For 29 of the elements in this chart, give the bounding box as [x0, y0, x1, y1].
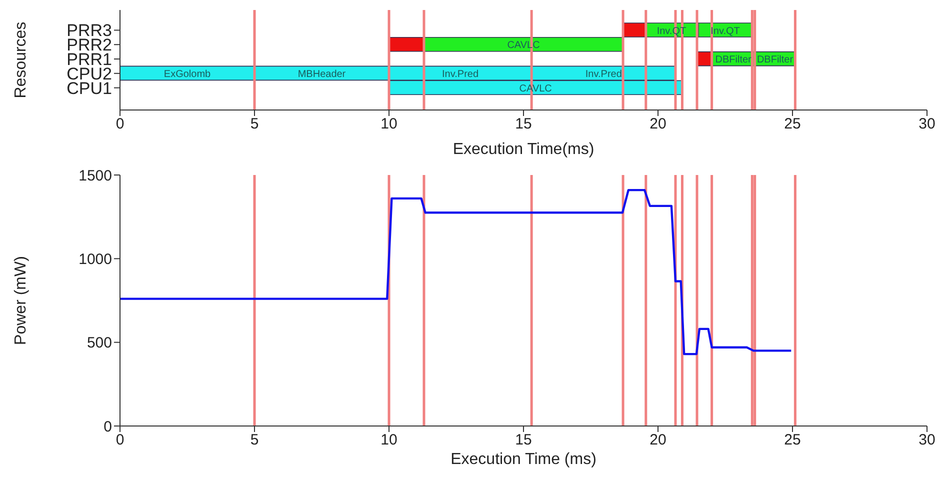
- x-tick-label: 25: [784, 432, 801, 449]
- bar: [424, 37, 624, 52]
- x-tick-label: 10: [380, 116, 398, 133]
- x-tick-label: 15: [515, 116, 532, 133]
- y-tick-label: 500: [86, 334, 112, 352]
- x-tick-label: 20: [650, 432, 666, 449]
- x-axis-title: Execution Time (ms): [450, 451, 596, 468]
- y-tick-label: 1000: [78, 250, 112, 268]
- x-tick-label: 10: [380, 432, 398, 449]
- annotation: Inv.Pred: [585, 68, 622, 80]
- annotation: MBHeader: [298, 68, 346, 80]
- line-series: [120, 188, 792, 356]
- y-axis-title: Resources: [12, 22, 30, 98]
- x-tick-label: 15: [515, 432, 532, 449]
- x-tick-label: 0: [116, 432, 124, 449]
- annotation: Inv.Pred: [442, 68, 479, 80]
- x-tick-label: 5: [250, 432, 259, 449]
- annotation: ExGolomb: [164, 68, 212, 80]
- x-tick-label: 20: [650, 116, 666, 133]
- x-tick-label: 30: [918, 116, 936, 133]
- x-tick-label: 25: [784, 116, 801, 133]
- x-tick-label: 0: [116, 116, 124, 133]
- annotation: DBFilter: [756, 54, 794, 66]
- x-tick-label: 5: [250, 116, 259, 133]
- x-axis-title: Execution Time(ms): [452, 141, 594, 158]
- x-tick-label: 30: [918, 432, 936, 449]
- y-axis-title: Power (mW): [12, 256, 30, 345]
- y-tick-label: 0: [104, 418, 112, 436]
- y-tick-label: 1500: [78, 167, 112, 184]
